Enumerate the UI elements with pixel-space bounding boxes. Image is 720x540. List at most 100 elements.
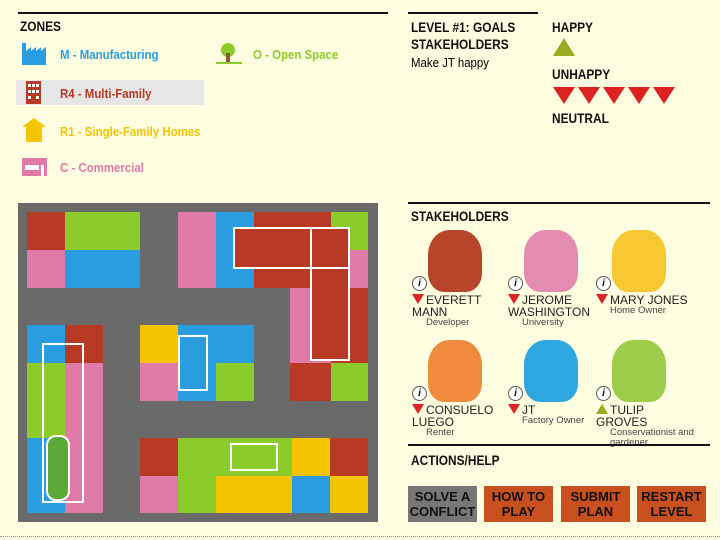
zone-multifamily[interactable]: R4 - Multi-Family (60, 86, 152, 101)
level-title: LEVEL #1: GOALS (411, 19, 516, 35)
unhappy-triangle-icon (628, 87, 650, 104)
divider (408, 202, 710, 204)
unhappy-triangle-icon (603, 87, 625, 104)
map-parcel[interactable] (27, 212, 65, 250)
mood-unhappy-icon (508, 404, 520, 414)
map-parcel[interactable] (65, 250, 140, 288)
stakeholder-portrait[interactable] (428, 230, 482, 292)
stakeholder-role: Renter (426, 427, 455, 438)
stakeholder-2[interactable]: MARY JONES Home Owner (596, 294, 696, 316)
zone-single-family[interactable]: R1 - Single-Family Homes (60, 124, 201, 139)
stakeholder-role: Factory Owner (522, 415, 585, 426)
map-parcel[interactable] (140, 363, 178, 401)
how-to-play-button[interactable]: HOW TO PLAY (484, 486, 553, 522)
restart-level-button[interactable]: RESTART LEVEL (637, 486, 706, 522)
map-parcel[interactable] (65, 363, 103, 438)
map-parcel[interactable] (178, 212, 216, 250)
zone-commercial[interactable]: C - Commercial (60, 160, 144, 175)
stakeholder-5[interactable]: TULIP GROVES Conservationist and gardener (596, 404, 696, 448)
map-parcel[interactable] (65, 212, 140, 250)
stakeholder-role: Home Owner (610, 305, 666, 316)
mood-unhappy-icon (508, 294, 520, 304)
zone-open-space[interactable]: O - Open Space (253, 47, 339, 62)
mood-unhappy-icon (412, 404, 424, 414)
factory-icon[interactable] (22, 43, 46, 65)
apartment-building-icon (26, 81, 41, 104)
zone-multifamily-row[interactable] (16, 80, 204, 105)
storefront-icon[interactable] (22, 158, 47, 176)
stakeholder-4[interactable]: JT Factory Owner (508, 404, 608, 426)
park-oval (46, 435, 70, 501)
stakeholder-1[interactable]: JEROME WASHINGTON University (508, 294, 608, 328)
map-parcel[interactable] (27, 250, 65, 288)
stakeholder-portrait[interactable] (612, 340, 666, 402)
info-icon[interactable]: i (508, 276, 523, 291)
stakeholder-role: Conservationist and gardener (610, 427, 694, 448)
unhappy-triangle-icon (578, 87, 600, 104)
info-icon[interactable]: i (596, 276, 611, 291)
map-parcel[interactable] (330, 438, 368, 476)
stakeholder-name: CONSUELO LUEGO (412, 403, 494, 429)
map-parcel[interactable] (178, 325, 216, 401)
stakeholder-portrait[interactable] (524, 230, 578, 292)
selected-parcel-outline (230, 443, 278, 471)
neutral-label: NEUTRAL (552, 110, 609, 126)
stakeholder-role: University (522, 317, 564, 328)
stakeholder-0[interactable]: EVERETT MANN Developer (412, 294, 512, 328)
actions-title: ACTIONS/HELP (411, 452, 500, 468)
map-parcel[interactable] (290, 363, 331, 401)
map-parcel[interactable] (310, 227, 350, 361)
stakeholder-name: TULIP GROVES (596, 403, 648, 429)
stakeholder-3[interactable]: CONSUELO LUEGO Renter (412, 404, 512, 438)
selected-parcel-outline (310, 227, 350, 361)
level-goal: Make JT happy (411, 55, 490, 70)
mood-happy-icon (596, 404, 608, 414)
map-parcel[interactable] (292, 438, 330, 476)
info-icon[interactable]: i (412, 386, 427, 401)
solve-conflict-button[interactable]: SOLVE A CONFLICT (408, 486, 477, 522)
map-parcel[interactable] (178, 250, 216, 288)
map-parcel[interactable] (140, 438, 178, 476)
selected-parcel-outline (178, 335, 208, 391)
zones-title: ZONES (20, 18, 61, 34)
tree-icon[interactable] (216, 43, 242, 65)
map-parcel[interactable] (216, 476, 292, 513)
stakeholder-name: EVERETT MANN (412, 293, 482, 319)
unhappy-triangle-icon (553, 87, 575, 104)
unhappy-triangle-icon (653, 87, 675, 104)
divider (18, 12, 388, 14)
map-parcel[interactable] (216, 363, 254, 401)
info-icon[interactable]: i (596, 386, 611, 401)
map-parcel[interactable] (27, 363, 65, 438)
level-subtitle: STAKEHOLDERS (411, 36, 509, 52)
map-parcel[interactable] (331, 363, 368, 401)
divider (408, 444, 710, 446)
mood-unhappy-icon (596, 294, 608, 304)
stakeholder-portrait[interactable] (524, 340, 578, 402)
map-parcel[interactable] (178, 476, 216, 513)
map-parcel[interactable] (330, 476, 368, 513)
map-parcel[interactable] (178, 438, 216, 476)
happy-triangle-icon (553, 38, 575, 56)
map-parcel[interactable] (65, 438, 103, 513)
unhappy-triangles (553, 87, 678, 109)
stakeholder-portrait[interactable] (428, 340, 482, 402)
footer-divider (0, 536, 720, 537)
map-parcel[interactable] (140, 476, 178, 513)
stakeholder-name: JEROME WASHINGTON (508, 293, 591, 319)
map-parcel[interactable] (292, 476, 330, 513)
zone-manufacturing[interactable]: M - Manufacturing (60, 47, 159, 62)
unhappy-label: UNHAPPY (552, 66, 611, 82)
info-icon[interactable]: i (508, 386, 523, 401)
stakeholder-name: MARY JONES (610, 293, 688, 307)
stakeholder-name: JT (522, 403, 536, 417)
city-map[interactable] (18, 203, 378, 522)
house-icon[interactable] (22, 118, 46, 142)
map-parcel[interactable] (140, 325, 178, 363)
submit-plan-button[interactable]: SUBMIT PLAN (561, 486, 630, 522)
info-icon[interactable]: i (412, 276, 427, 291)
stakeholder-portrait[interactable] (612, 230, 666, 292)
stakeholder-role: Developer (426, 317, 470, 328)
divider (408, 12, 538, 14)
map-parcel[interactable] (216, 325, 254, 363)
